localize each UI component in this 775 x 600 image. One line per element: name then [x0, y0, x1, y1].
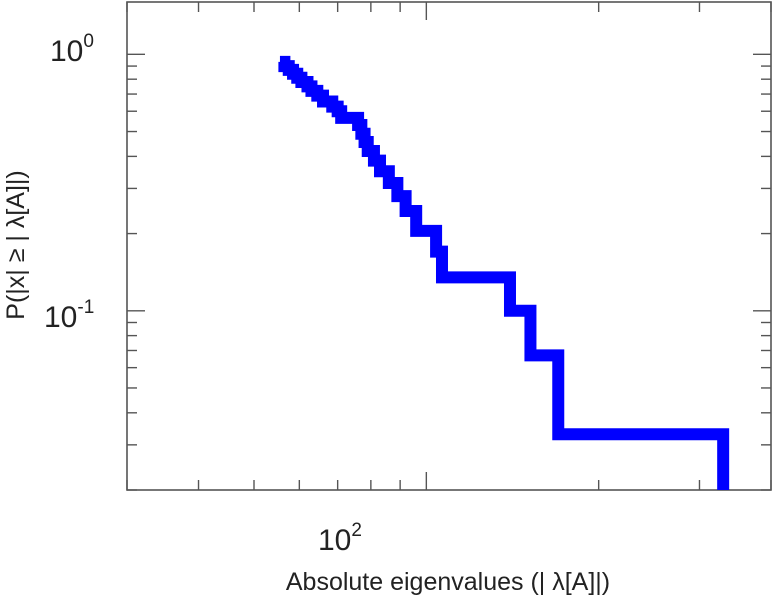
series-group [278, 55, 730, 490]
plot-frame [126, 1, 772, 491]
x-tick-label: 102 [318, 520, 362, 557]
y-tick-label: 100 [50, 31, 94, 68]
axis-ticks [126, 2, 772, 491]
y-tick-label: 10-1 [44, 297, 94, 334]
x-tick-exponent: 2 [351, 520, 362, 541]
x-axis-label: Absolute eigenvalues (| λ[A]|) [286, 568, 610, 596]
y-tick-exponent: 0 [83, 31, 94, 52]
series-line [278, 55, 730, 490]
y-tick-base: 10 [44, 301, 77, 334]
y-axis-label: P(|x| ≥ | λ[A]|) [2, 170, 30, 319]
y-tick-exponent: -1 [77, 297, 94, 318]
y-tick-base: 10 [50, 35, 83, 68]
x-tick-base: 10 [318, 524, 351, 557]
